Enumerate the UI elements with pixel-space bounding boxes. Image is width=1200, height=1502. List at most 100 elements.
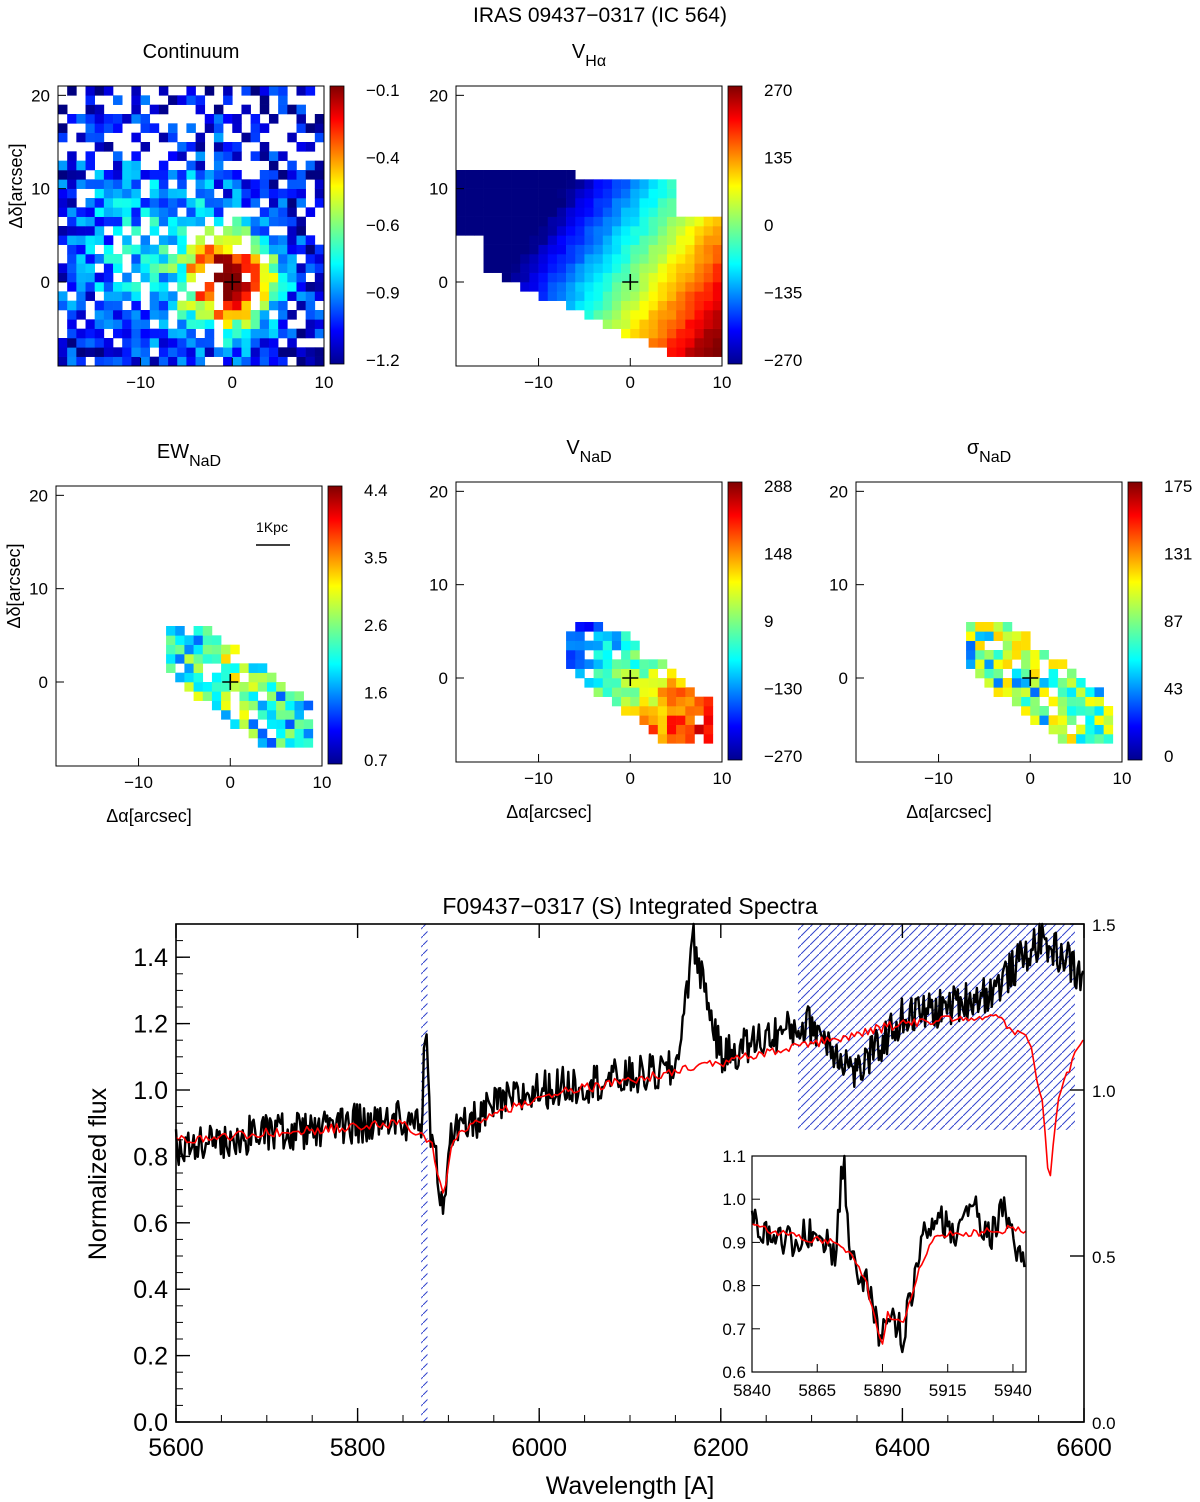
spectrum-xlabel: Wavelength [A] [546,1472,715,1500]
spectrum-xtick-label: 6400 [875,1434,931,1462]
colorbar [327,485,343,765]
map-ytick-label: 10 [429,180,448,199]
right-axis-tick-label: 0.5 [1092,1248,1116,1267]
map-ytick-label: 20 [31,86,50,105]
colorbar-tick-label: 288 [764,477,792,496]
map-xtick-label: 0 [1026,769,1035,788]
map-ytick-label: 10 [29,580,48,599]
colorbar-tick-label: 0 [764,216,773,235]
colorbar-tick-label: −270 [764,747,802,766]
colorbar-tick-label: −270 [764,351,802,370]
spectrum-plot: F09437−0317 (S) Integrated Spectra Norma… [84,893,1116,1500]
colorbar-tick-label: 87 [1164,612,1183,631]
map-frame [455,85,723,367]
map-panel-ewnad: −10 0 10 20 10 0 EWNaD 4.4 3.5 2.6 1.6 0.7 Δα[arcsec… [4,441,388,826]
colorbar-tick-label: 43 [1164,680,1183,699]
map-pixels [456,170,723,357]
map-xtick-label: 0 [626,373,635,392]
map-title: Continuum [143,41,240,63]
map-xtick-label: 10 [315,373,334,392]
map-panel-continuum: −10 0 10 20 10 0 Continuum −0.1 −0.4 −0.6 −0.9 −1.2… [6,41,400,392]
inset-plot: 5840 5865 5890 5915 5940 0.6 0.7 0.8 0.9 1.0 1.1 [722,1147,1032,1400]
map-ytick-label: 0 [439,669,448,688]
map-frame [55,485,323,767]
map-ytick-label: 10 [829,576,848,595]
colorbar [329,85,345,365]
nucleus-cross-marker [622,670,639,686]
map-pixels [966,622,1114,744]
maps-grid: −10 0 10 20 10 0 Continuum −0.1 −0.4 −0.6 −0.9 −1.2… [4,41,1192,826]
colorbar-tick-label: 4.4 [364,481,388,500]
map-panel-vnad: −10 0 10 20 10 0 VNaD 288 148 9 −130 −270 Δα[arcsec] [429,437,802,822]
map-title: VHα [572,41,606,70]
colorbar-tick-label: 270 [764,81,792,100]
colorbar-tick-label: 135 [764,149,792,168]
inset-ytick-label: 0.6 [722,1363,746,1382]
right-axis-tick-label: 1.5 [1092,916,1116,935]
colorbar-tick-label: −135 [764,284,802,303]
colorbar-tick-label: −130 [764,680,802,699]
map-pixels [58,86,325,367]
map-pixels [566,622,714,744]
inset-observed-line [750,1154,1026,1354]
map-ytick-label: 20 [429,482,448,501]
colorbar-tick-label: 1.6 [364,684,388,703]
colorbar-tick-label: 3.5 [364,549,388,568]
colorbar-tick-label: −0.9 [366,284,400,303]
spectrum-ytick-label: 0.4 [133,1276,168,1304]
inset-ytick-label: 1.1 [722,1147,746,1166]
spectrum-ytick-label: 1.4 [133,944,168,972]
colorbar [727,85,743,365]
map-ytick-label: 20 [429,86,448,105]
map-xtick-label: 0 [226,773,235,792]
map-ytick-label: 0 [839,669,848,688]
map-xlabel: Δα[arcsec] [106,806,191,826]
map-ytick-label: 10 [31,180,50,199]
spectrum-ytick-label: 1.2 [133,1011,168,1039]
map-xtick-label: −10 [524,769,553,788]
masked-region [421,924,428,1422]
inset-background [752,1156,1026,1372]
spectrum-ytick-label: 1.0 [133,1077,168,1105]
map-xtick-label: 10 [713,373,732,392]
map-xtick-label: −10 [126,373,155,392]
map-pixels [166,626,314,748]
colorbar-tick-label: −0.4 [366,149,400,168]
spectrum-ytick-label: 0.0 [133,1409,168,1437]
map-ytick-label: 0 [439,273,448,292]
inset-xtick-label: 5890 [864,1381,902,1400]
map-ytick-label: 20 [829,482,848,501]
map-ytick-label: 0 [41,273,50,292]
spectrum-xtick-label: 6000 [511,1434,567,1462]
spectrum-xtick-label: 6600 [1056,1434,1112,1462]
figure-title: IRAS 09437−0317 (IC 564) [473,4,727,27]
map-xtick-label: 0 [228,373,237,392]
spectrum-ytick-label: 0.6 [133,1210,168,1238]
model-spectrum-line [175,1013,1084,1194]
spectrum-ytick-label: 0.8 [133,1143,168,1171]
inset-ytick-label: 1.0 [722,1190,746,1209]
spectrum-xtick-label: 6200 [693,1434,749,1462]
map-ytick-label: 0 [39,673,48,692]
map-xlabel: Δα[arcsec] [906,802,991,822]
map-xtick-label: 10 [713,769,732,788]
inset-ytick-label: 0.8 [722,1277,746,1296]
colorbar-tick-label: 131 [1164,545,1192,564]
map-ylabel: Δδ[arcsec] [6,143,26,228]
inset-xtick-label: 5915 [929,1381,967,1400]
colorbar-tick-label: −1.2 [366,351,400,370]
nucleus-cross-marker [1022,670,1039,686]
map-xlabel: Δα[arcsec] [506,802,591,822]
spectrum-title: F09437−0317 (S) Integrated Spectra [442,893,817,919]
map-panel-signad: −10 0 10 20 10 0 σNaD 175 131 87 43 0 Δα[arcsec] [829,437,1192,822]
inset-xtick-label: 5865 [798,1381,836,1400]
colorbar-tick-label: 175 [1164,477,1192,496]
spectrum-ylabel: Normalized flux [84,1087,112,1260]
nucleus-cross-marker [622,274,639,290]
map-title: VNaD [566,437,611,466]
colorbar [727,481,743,761]
map-xtick-label: −10 [924,769,953,788]
inset-ytick-label: 0.7 [722,1320,746,1339]
inset-xtick-label: 5940 [994,1381,1032,1400]
